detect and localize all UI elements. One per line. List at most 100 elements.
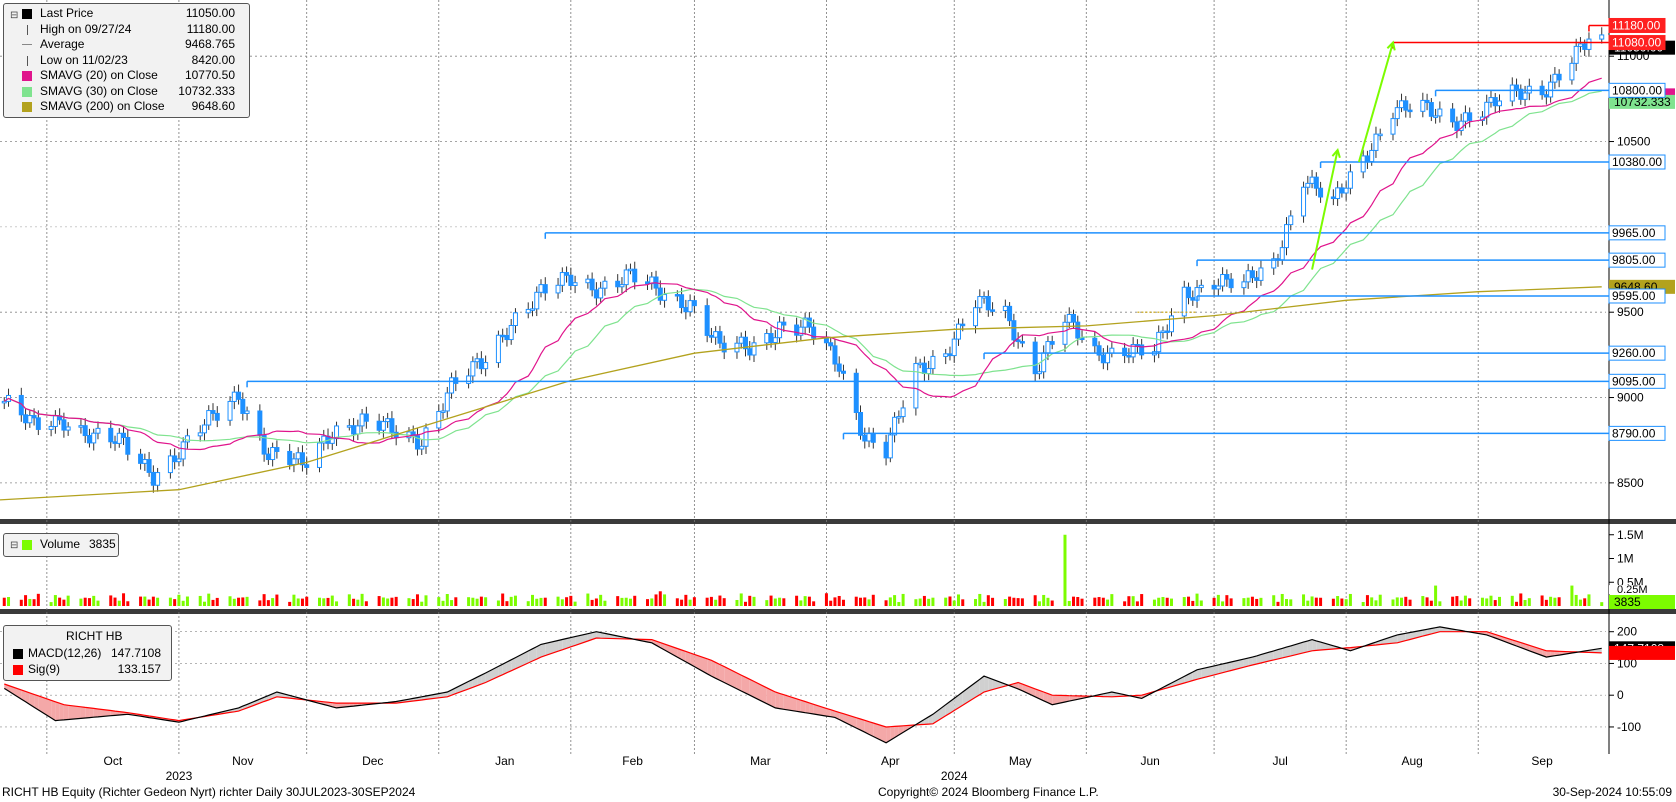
macd-histogram-fill bbox=[1439, 626, 1453, 632]
support-resistance-lines bbox=[246, 24, 1609, 440]
volume-bar bbox=[1229, 598, 1233, 606]
macd-histogram-fill bbox=[749, 679, 755, 698]
macd-histogram-fill bbox=[779, 693, 784, 710]
macd-histogram-fill bbox=[1252, 655, 1257, 666]
macd-histogram-fill bbox=[690, 652, 695, 667]
volume-bar bbox=[66, 595, 70, 606]
macd-histogram-fill bbox=[932, 704, 946, 724]
volume-bar bbox=[58, 597, 62, 606]
month-tick-label: Jan bbox=[495, 754, 514, 768]
volume-bar bbox=[1012, 597, 1016, 606]
volume-bar bbox=[305, 596, 309, 606]
candle bbox=[176, 458, 182, 463]
volume-bar bbox=[87, 598, 91, 606]
volume-bar bbox=[96, 600, 100, 606]
volume-bar bbox=[475, 598, 479, 606]
candle bbox=[593, 289, 599, 299]
macd-histogram-fill bbox=[1307, 639, 1313, 652]
volume-bar bbox=[974, 599, 978, 606]
candle bbox=[1484, 101, 1490, 118]
volume-bar bbox=[978, 593, 982, 606]
legend-row: Average 9468.765 bbox=[4, 37, 249, 53]
candle bbox=[1066, 313, 1072, 323]
volume-bar bbox=[1314, 597, 1318, 606]
macd-histogram-fill bbox=[1320, 642, 1334, 651]
candle bbox=[483, 362, 489, 370]
volume-bar bbox=[1374, 600, 1378, 606]
volume-bar bbox=[1540, 595, 1544, 606]
legend-swatch bbox=[22, 9, 32, 19]
volume-bar bbox=[509, 596, 513, 606]
macd-histogram-fill bbox=[1064, 695, 1070, 703]
candle bbox=[687, 300, 693, 313]
level-tag-text: 9965.00 bbox=[1612, 226, 1656, 240]
macd-histogram-fill bbox=[562, 638, 567, 650]
macd-histogram-fill bbox=[477, 675, 482, 686]
volume-bar bbox=[347, 594, 351, 606]
macd-histogram-fill bbox=[1431, 627, 1436, 634]
macd-histogram-fill bbox=[1397, 634, 1402, 643]
level-tag-text: 8790.00 bbox=[1612, 426, 1656, 440]
volume-bar bbox=[1221, 601, 1225, 606]
volume-bar bbox=[829, 600, 833, 606]
legend-label: SMAVG (200) on Close bbox=[40, 99, 165, 113]
candle bbox=[1041, 352, 1047, 373]
candle bbox=[1433, 115, 1439, 118]
volume-bar bbox=[1135, 601, 1139, 606]
volume-bar bbox=[1123, 601, 1127, 606]
volume-bar bbox=[1587, 594, 1591, 606]
volume-bar bbox=[360, 593, 364, 606]
macd-tick-label: -100 bbox=[1617, 720, 1641, 734]
volume-bar bbox=[590, 599, 594, 606]
volume-bar bbox=[1523, 599, 1527, 606]
candle bbox=[985, 296, 991, 311]
volume-bar bbox=[1361, 602, 1365, 606]
volume-bar bbox=[484, 597, 488, 606]
volume-bar bbox=[139, 596, 143, 606]
candle bbox=[1339, 187, 1345, 194]
candle bbox=[1224, 274, 1230, 280]
volume-bar bbox=[573, 601, 577, 606]
candle bbox=[214, 412, 220, 421]
macd-histogram-fill bbox=[1218, 663, 1223, 674]
candle bbox=[299, 452, 305, 466]
collapse-icon[interactable]: ⊟ bbox=[10, 10, 19, 21]
macd-histogram-fill bbox=[1550, 650, 1555, 657]
volume-bar bbox=[364, 601, 368, 606]
candle bbox=[781, 321, 787, 326]
macd-histogram-fill bbox=[1188, 671, 1193, 682]
volume-bar bbox=[812, 601, 816, 606]
volume-bar bbox=[1370, 597, 1374, 606]
candle bbox=[23, 414, 29, 424]
month-tick-label: Apr bbox=[881, 754, 900, 768]
candle bbox=[555, 284, 561, 294]
candle bbox=[691, 300, 697, 307]
volume-bar bbox=[663, 594, 667, 606]
volume-bar bbox=[1037, 601, 1041, 606]
candle bbox=[244, 410, 250, 414]
volume-bar bbox=[83, 597, 87, 606]
volume-partial-tag bbox=[1609, 585, 1675, 595]
month-tick-label: Aug bbox=[1401, 754, 1422, 768]
volume-bar bbox=[769, 595, 773, 606]
macd-histogram-fill bbox=[25, 691, 30, 705]
volume-bar bbox=[884, 600, 888, 606]
candle bbox=[917, 362, 923, 366]
volume-bar bbox=[675, 598, 679, 606]
candle bbox=[500, 334, 506, 338]
candle bbox=[1390, 118, 1396, 135]
legend-label: Sig(9) bbox=[28, 661, 61, 676]
level-tag bbox=[1608, 252, 1666, 268]
macd-histogram-fill bbox=[745, 677, 750, 696]
panel-divider bbox=[0, 609, 1676, 614]
legend-swatch bbox=[13, 664, 23, 675]
volume-bar bbox=[961, 599, 965, 606]
legend-value: 11180.00 bbox=[186, 21, 235, 36]
candle bbox=[31, 415, 37, 419]
macd-histogram-fill bbox=[592, 631, 597, 640]
volume-bar bbox=[684, 594, 688, 606]
candle bbox=[1122, 347, 1128, 357]
legend-value: 8420.00 bbox=[191, 52, 235, 67]
volume-bar bbox=[709, 596, 713, 606]
volume-bar bbox=[543, 597, 547, 606]
